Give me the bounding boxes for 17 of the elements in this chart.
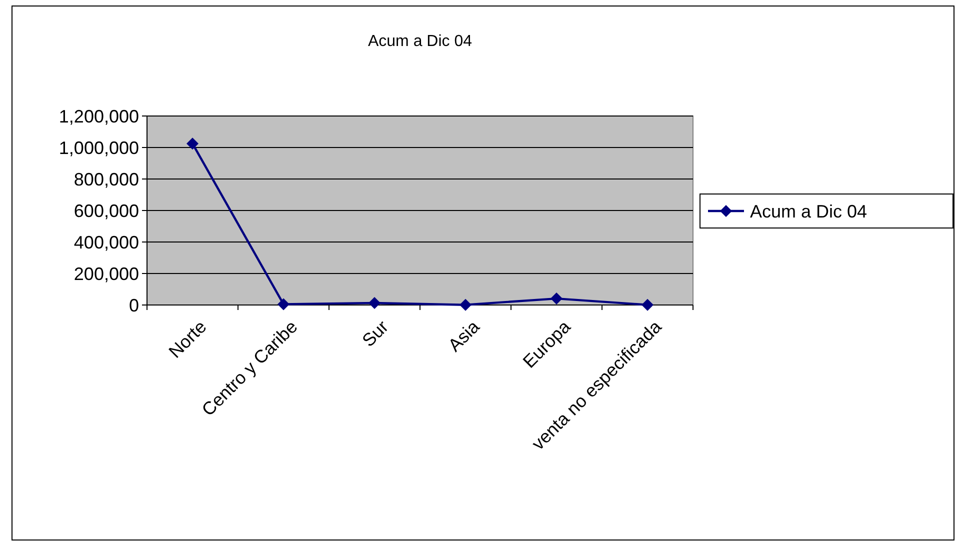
point xyxy=(642,298,654,311)
y-tick-label: 0 xyxy=(128,295,139,316)
y-tick-label: 1,000,000 xyxy=(58,138,139,158)
y-tick-label: 200,000 xyxy=(74,264,139,284)
y-tick-label: 800,000 xyxy=(74,169,139,190)
point xyxy=(368,296,380,309)
y-tick-label: 600,000 xyxy=(74,200,139,221)
x-tick-label: Sur xyxy=(358,316,392,351)
y-tick-label: 1,200,000 xyxy=(58,106,139,126)
legend-label: Acum a Dic 04 xyxy=(750,201,868,222)
point xyxy=(186,138,198,150)
x-tick-label: Asia xyxy=(444,316,484,356)
point xyxy=(460,298,472,311)
chart-title: Acum a Dic 04 xyxy=(368,33,472,50)
y-tick-label: 400,000 xyxy=(74,232,139,252)
point xyxy=(550,292,562,305)
point xyxy=(278,298,290,310)
